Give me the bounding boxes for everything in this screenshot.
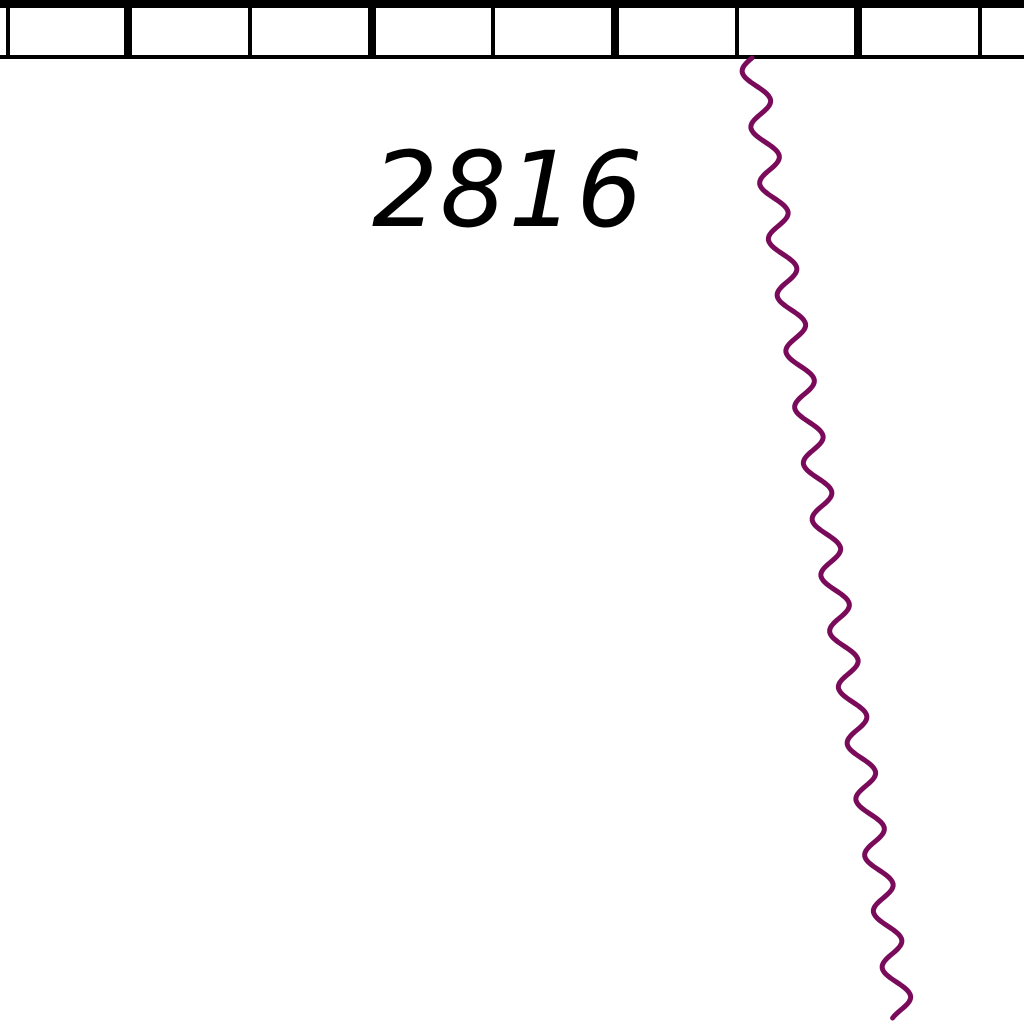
wavy-boundary-line bbox=[739, 55, 914, 1021]
map-label-number: 2816 bbox=[372, 129, 645, 251]
scale-bar bbox=[0, 0, 1024, 59]
